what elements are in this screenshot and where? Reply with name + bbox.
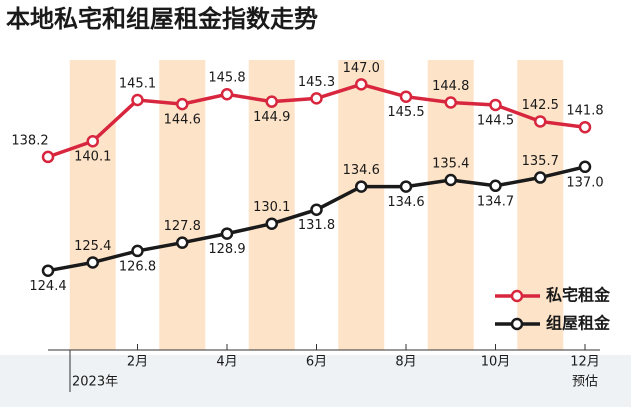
- legend-marker: [510, 317, 524, 331]
- value-label: 142.5: [522, 98, 559, 113]
- value-label: 145.1: [119, 77, 156, 92]
- value-label: 128.9: [208, 242, 245, 257]
- value-label: 134.6: [387, 195, 424, 210]
- value-label: 140.1: [74, 150, 111, 165]
- value-label: 147.0: [343, 61, 380, 76]
- value-label: 126.8: [119, 259, 156, 274]
- value-label: 135.7: [522, 154, 559, 169]
- stripe: [248, 60, 295, 350]
- point: [86, 134, 99, 148]
- point: [265, 217, 278, 230]
- x-tick-label: 8月: [395, 355, 416, 370]
- value-label: 144.5: [477, 113, 514, 128]
- point: [220, 87, 234, 101]
- value-label: 141.8: [566, 104, 603, 119]
- forecast-label: 预估: [572, 375, 598, 390]
- value-label: 145.5: [387, 105, 424, 120]
- value-label: 138.2: [11, 133, 48, 148]
- legend-label: 组屋租金: [546, 314, 611, 333]
- value-label: 134.7: [477, 194, 514, 209]
- value-label: 137.0: [566, 175, 603, 190]
- stripe: [69, 60, 116, 350]
- year-label: 2023年: [72, 375, 118, 390]
- value-label: 127.8: [164, 219, 201, 234]
- point: [355, 78, 368, 91]
- point: [355, 180, 368, 193]
- point: [489, 98, 502, 112]
- stripe: [517, 60, 564, 350]
- value-label: 135.4: [432, 157, 469, 172]
- value-label: 144.9: [253, 110, 290, 125]
- value-label: 144.8: [432, 79, 469, 94]
- point: [131, 93, 144, 107]
- point: [265, 95, 278, 108]
- x-tick-label: 2月: [127, 355, 148, 370]
- value-label: 145.3: [298, 75, 335, 90]
- value-label: 124.4: [29, 279, 66, 294]
- point: [399, 180, 413, 193]
- point: [444, 96, 457, 109]
- point: [578, 160, 592, 174]
- point: [86, 256, 99, 269]
- x-tick-label: 6月: [306, 355, 327, 370]
- legend-label: 私宅租金: [546, 286, 611, 305]
- stripe: [338, 60, 385, 350]
- point: [176, 97, 189, 111]
- point: [489, 179, 502, 193]
- point: [310, 92, 323, 105]
- x-tick-label: 10月: [481, 355, 511, 370]
- value-label: 125.4: [74, 239, 111, 254]
- value-label: 144.6: [164, 113, 201, 128]
- point: [220, 227, 234, 240]
- legend-marker: [510, 289, 524, 303]
- point: [534, 115, 547, 128]
- x-tick-label: 12月: [570, 355, 600, 370]
- point: [578, 120, 592, 134]
- point: [444, 173, 457, 187]
- point: [176, 236, 189, 249]
- value-label: 145.8: [208, 71, 245, 86]
- point: [399, 90, 413, 103]
- point: [41, 264, 55, 277]
- value-label: 134.6: [343, 163, 380, 178]
- value-label: 131.8: [298, 218, 335, 233]
- point: [310, 203, 323, 216]
- footer-band: [0, 355, 631, 407]
- point: [41, 150, 55, 164]
- point: [534, 171, 547, 184]
- point: [131, 244, 144, 258]
- chart-title: 本地私宅和组屋租金指数走势: [6, 5, 318, 33]
- value-label: 130.1: [253, 200, 290, 215]
- x-tick-label: 4月: [216, 355, 237, 370]
